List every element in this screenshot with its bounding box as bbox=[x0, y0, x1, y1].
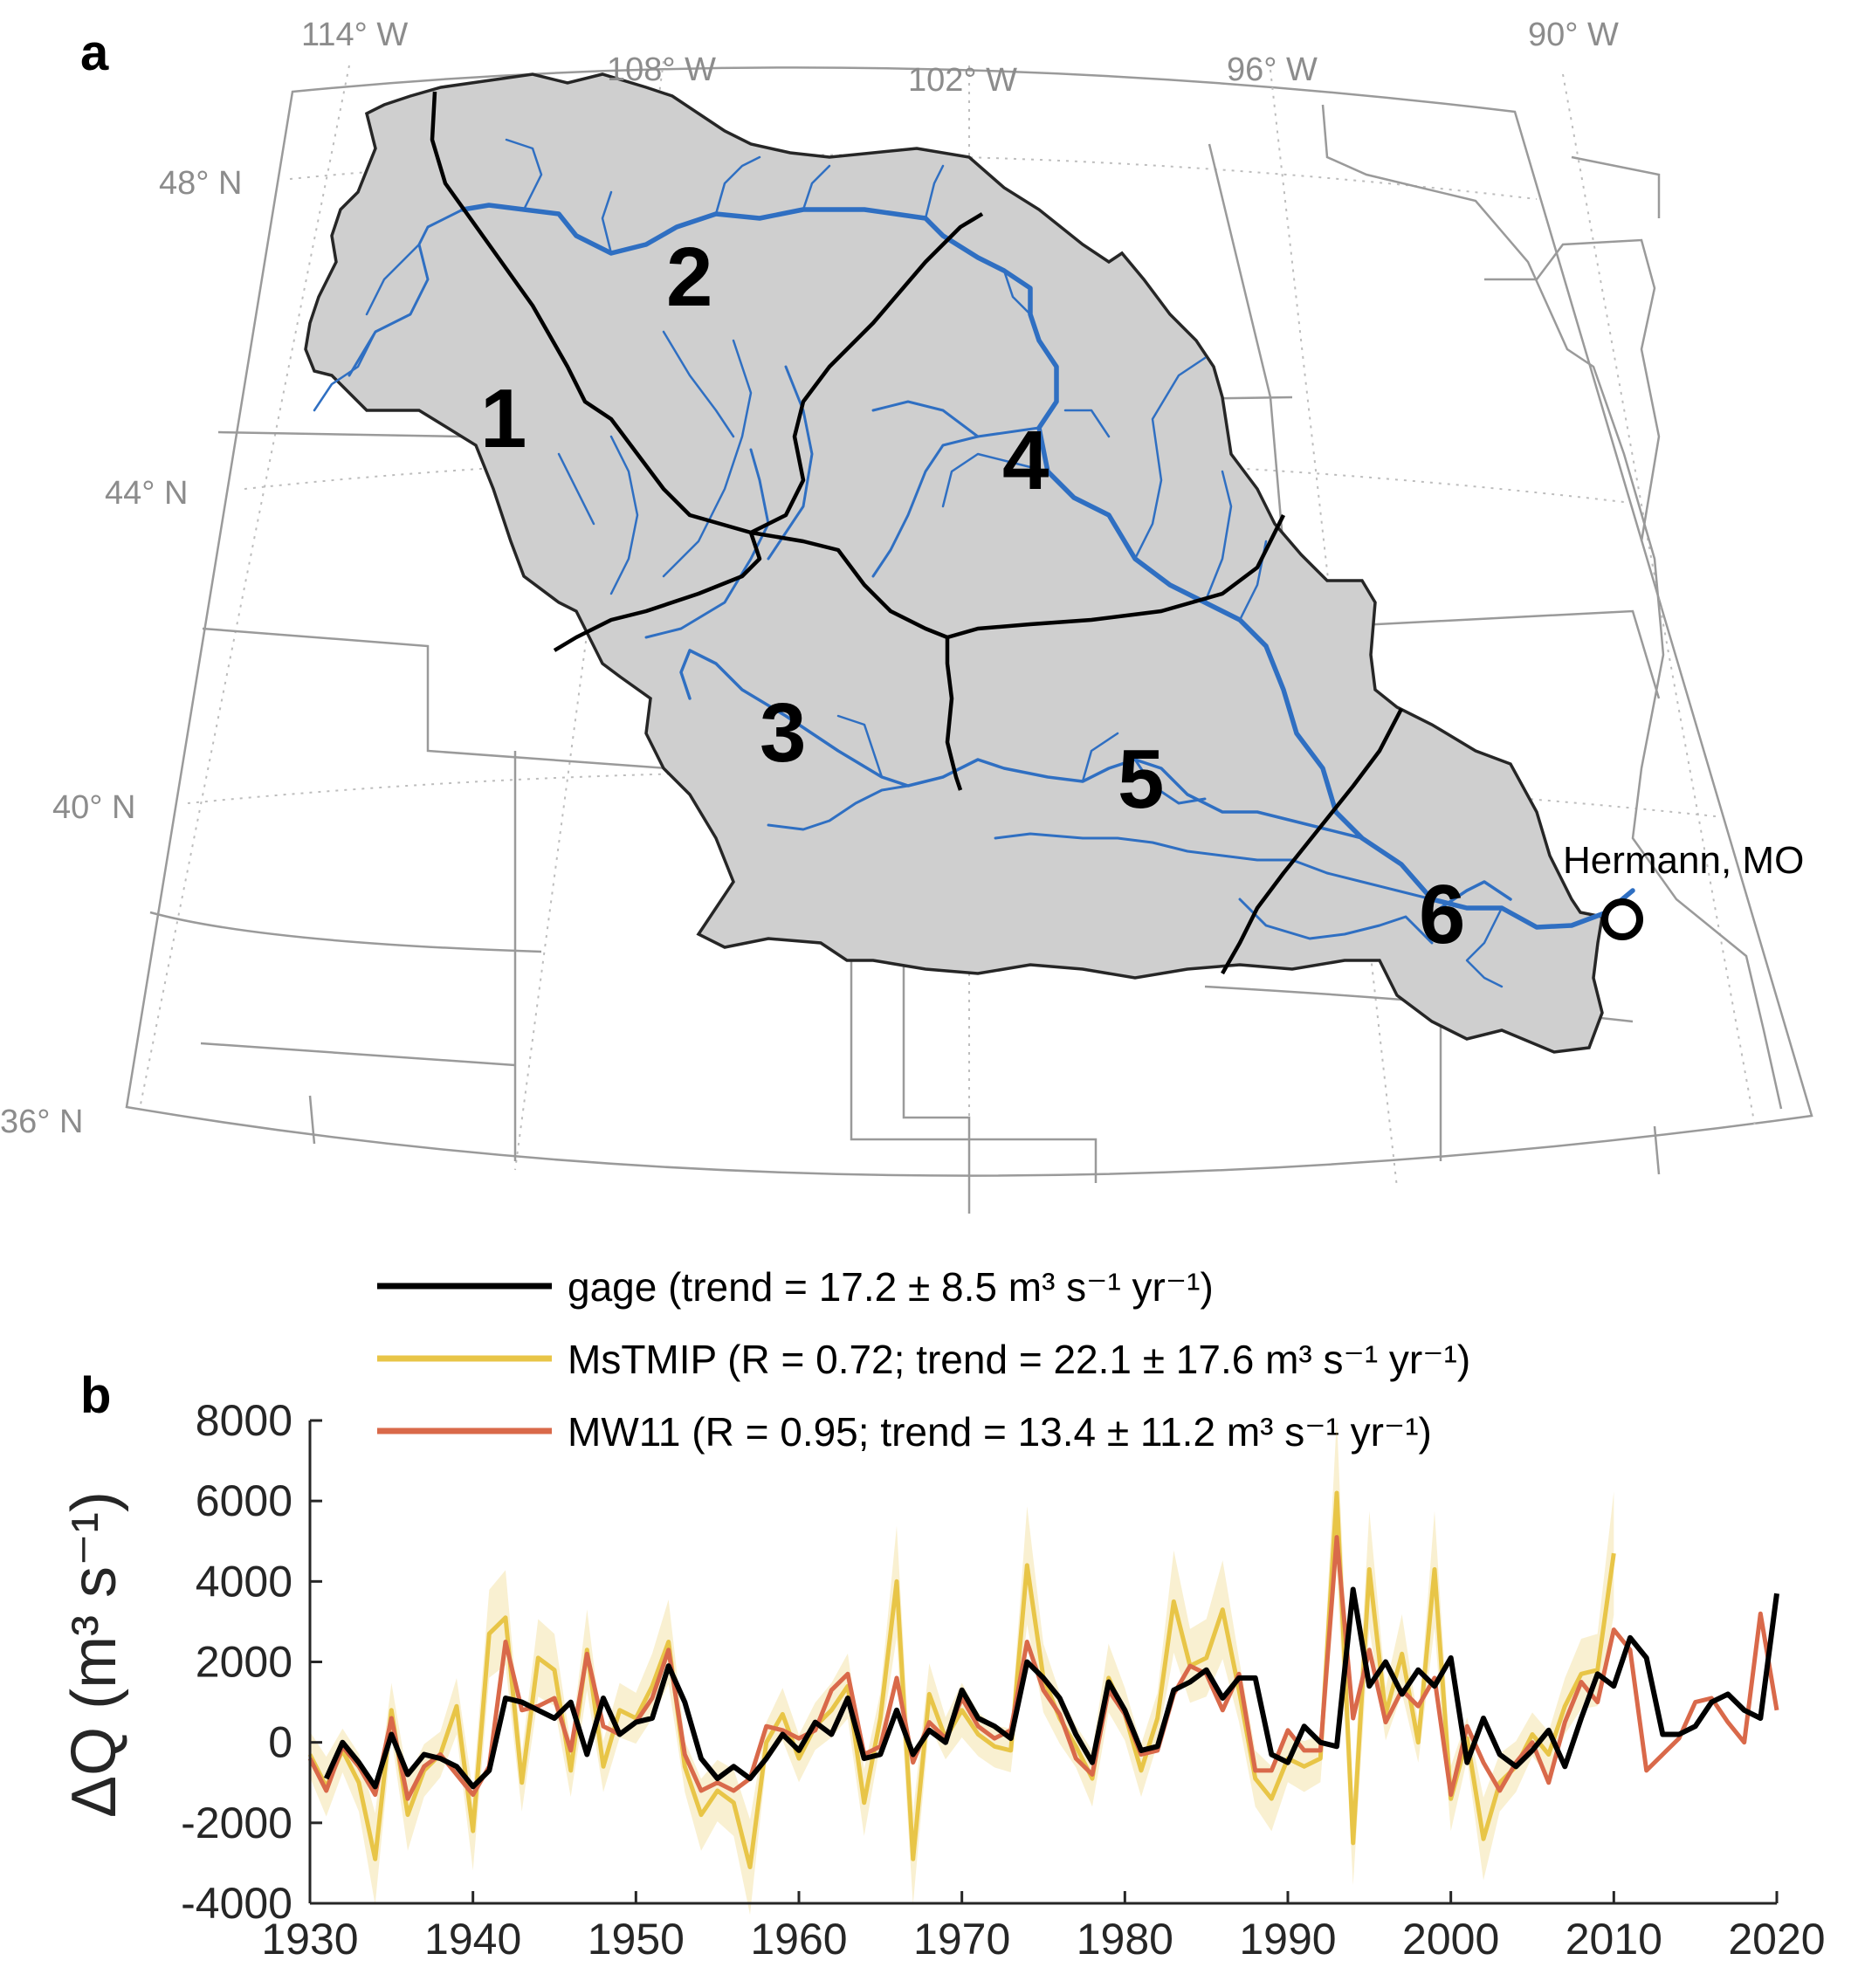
x-tick-label-1960: 1960 bbox=[750, 1915, 847, 1964]
y-tick-label--4000: -4000 bbox=[181, 1879, 292, 1928]
region-labels: 1 2 3 4 5 6 bbox=[480, 230, 1465, 961]
y-tick-label-2000: 2000 bbox=[196, 1638, 292, 1687]
y-tick-label-6000: 6000 bbox=[196, 1476, 292, 1525]
plot-area: 1930 1940 1950 1960 1970 1980 1990 2000 2010 2020… bbox=[181, 1396, 1826, 1964]
region-label-1: 1 bbox=[480, 372, 526, 465]
region-label-2: 2 bbox=[666, 230, 712, 324]
y-tick-label-0: 0 bbox=[268, 1718, 292, 1767]
lon-label-102: 102° W bbox=[908, 62, 1017, 99]
panel-b-label: b bbox=[80, 1367, 111, 1424]
region-label-3: 3 bbox=[760, 686, 806, 780]
x-tick-label-2010: 2010 bbox=[1566, 1915, 1662, 1964]
lat-label-36: 36° N bbox=[0, 1104, 83, 1140]
region-label-5: 5 bbox=[1118, 733, 1164, 826]
panel-a-label: a bbox=[80, 24, 109, 81]
series-line-gage bbox=[323, 1586, 1779, 1790]
y-tick-label--2000: -2000 bbox=[181, 1799, 292, 1847]
lon-label-96: 96° W bbox=[1227, 52, 1318, 88]
series-line-mstmip bbox=[307, 1490, 1616, 1869]
x-tick-label-1940: 1940 bbox=[424, 1915, 521, 1964]
lon-label-108: 108° W bbox=[607, 52, 716, 88]
graticule-labels: 114° W 108° W 102° W 96° W 90° W 48° N 4… bbox=[0, 17, 1619, 1140]
x-tick-label-2020: 2020 bbox=[1728, 1915, 1825, 1964]
map-frame bbox=[125, 66, 1813, 1177]
mstmip-spread-band bbox=[310, 1418, 1614, 1915]
gage-station-label: Hermann, MO bbox=[1563, 839, 1804, 882]
region-label-6: 6 bbox=[1419, 868, 1465, 961]
lon-label-90: 90° W bbox=[1528, 17, 1619, 53]
gage-station-marker bbox=[1601, 898, 1643, 940]
legend-label-gage: gage (trend = 17.2 ± 8.5 m³ s⁻¹ yr⁻¹) bbox=[568, 1264, 1214, 1310]
x-tick-label-1980: 1980 bbox=[1077, 1915, 1173, 1964]
y-tick-label-8000: 8000 bbox=[196, 1396, 292, 1445]
lat-label-44: 44° N bbox=[105, 475, 188, 512]
lon-label-114: 114° W bbox=[301, 17, 408, 53]
map-panel: 1 2 3 4 5 6 114° W 108° W 102° W 96° W 9… bbox=[0, 17, 1813, 1218]
x-tick-label-1930: 1930 bbox=[261, 1915, 358, 1964]
series-lines bbox=[307, 1490, 1779, 1869]
region-label-4: 4 bbox=[1002, 414, 1049, 507]
lat-label-48: 48° N bbox=[159, 165, 242, 202]
legend: gage (trend = 17.2 ± 8.5 m³ s⁻¹ yr⁻¹) Ms… bbox=[377, 1264, 1470, 1455]
uncertainty-band bbox=[310, 1418, 1614, 1915]
x-tick-label-1950: 1950 bbox=[588, 1915, 685, 1964]
y-axis-label: ΔQ (m³ s⁻¹) bbox=[59, 1491, 129, 1818]
legend-label-mstmip: MsTMIP (R = 0.72; trend = 22.1 ± 17.6 m³… bbox=[568, 1337, 1470, 1382]
y-tick-label-4000: 4000 bbox=[196, 1557, 292, 1606]
rivers bbox=[313, 138, 1635, 988]
legend-label-mw11: MW11 (R = 0.95; trend = 13.4 ± 11.2 m³ s… bbox=[568, 1409, 1432, 1455]
missouri-basin bbox=[304, 72, 1605, 1054]
subbasin-boundaries bbox=[430, 91, 1403, 975]
axes: 1930 1940 1950 1960 1970 1980 1990 2000 2010 2020… bbox=[181, 1396, 1826, 1964]
x-tick-label-1990: 1990 bbox=[1239, 1915, 1336, 1964]
series-line-mw11 bbox=[307, 1535, 1779, 1801]
lat-label-40: 40° N bbox=[52, 789, 135, 826]
x-tick-label-1970: 1970 bbox=[913, 1915, 1010, 1964]
x-tick-label-2000: 2000 bbox=[1402, 1915, 1499, 1964]
